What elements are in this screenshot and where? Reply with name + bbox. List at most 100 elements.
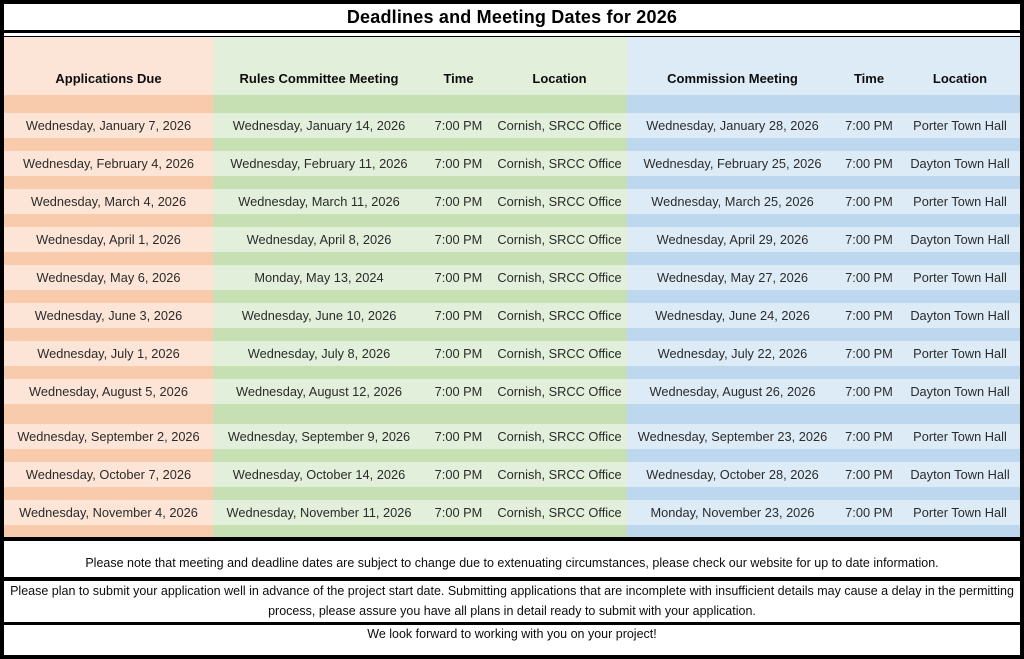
spacer-cell: [4, 138, 213, 151]
spacer-cell: [900, 95, 1020, 113]
spacer-cell: [4, 366, 213, 379]
spacer-cell: [900, 214, 1020, 227]
spacer-cell: [838, 138, 900, 151]
schedule-row-8: Wednesday, August 5, 2026 Wednesday, Augu…: [4, 379, 1020, 404]
cell-rules-location: Cornish, SRCC Office: [492, 189, 627, 214]
spacer-cell: [425, 214, 492, 227]
schedule-row-6: Wednesday, June 3, 2026 Wednesday, June 1…: [4, 303, 1020, 328]
spacer-cell: [838, 449, 900, 462]
column-header-time-5: Time: [838, 37, 900, 95]
cell-commission-time: 7:00 PM: [838, 462, 900, 487]
cell-rules-meeting: Wednesday, June 10, 2026: [213, 303, 425, 328]
cell-rules-time: 7:00 PM: [425, 189, 492, 214]
spacer-cell: [627, 487, 838, 500]
row-spacer: [4, 95, 1020, 113]
row-spacer: [4, 487, 1020, 500]
spacer-cell: [4, 487, 213, 500]
cell-rules-time: 7:00 PM: [425, 113, 492, 138]
schedule-row-2: Wednesday, February 4, 2026 Wednesday, Fe…: [4, 151, 1020, 176]
spacer-cell: [425, 252, 492, 265]
schedule-row-10: Wednesday, October 7, 2026 Wednesday, Oct…: [4, 462, 1020, 487]
spacer-cell: [627, 138, 838, 151]
column-header-location-6: Location: [900, 37, 1020, 95]
cell-rules-time: 7:00 PM: [425, 379, 492, 404]
cell-applications-due: Wednesday, August 5, 2026: [4, 379, 213, 404]
spacer-cell: [900, 404, 1020, 424]
spacer-cell: [838, 404, 900, 424]
spacer-cell: [4, 404, 213, 424]
spacer-cell: [425, 138, 492, 151]
row-spacer: [4, 176, 1020, 189]
spacer-cell: [492, 252, 627, 265]
cell-commission-location: Dayton Town Hall: [900, 227, 1020, 252]
schedule-body: Wednesday, January 7, 2026 Wednesday, Jan…: [4, 95, 1020, 537]
cell-commission-meeting: Wednesday, August 26, 2026: [627, 379, 838, 404]
page-title-text: Deadlines and Meeting Dates for 2026: [346, 6, 678, 27]
cell-commission-meeting: Wednesday, May 27, 2026: [627, 265, 838, 290]
spacer-cell: [425, 290, 492, 303]
cell-rules-time: 7:00 PM: [425, 462, 492, 487]
spacer-cell: [4, 214, 213, 227]
note-submit-early: Please plan to submit your application w…: [4, 577, 1020, 622]
spacer-cell: [4, 176, 213, 189]
cell-commission-location: Dayton Town Hall: [900, 303, 1020, 328]
cell-applications-due: Wednesday, September 2, 2026: [4, 424, 213, 449]
cell-applications-due: Wednesday, October 7, 2026: [4, 462, 213, 487]
spacer-cell: [213, 525, 425, 537]
cell-rules-meeting: Wednesday, July 8, 2026: [213, 341, 425, 366]
spacer-cell: [4, 290, 213, 303]
column-header-time-2: Time: [425, 37, 492, 95]
spacer-cell: [213, 95, 425, 113]
cell-rules-time: 7:00 PM: [425, 265, 492, 290]
cell-rules-location: Cornish, SRCC Office: [492, 265, 627, 290]
cell-commission-time: 7:00 PM: [838, 500, 900, 525]
note-subject-to-change-text: Please note that meeting and deadline da…: [85, 556, 939, 570]
row-spacer: [4, 138, 1020, 151]
spacer-cell: [900, 328, 1020, 341]
spacer-cell: [492, 404, 627, 424]
cell-rules-meeting: Wednesday, February 11, 2026: [213, 151, 425, 176]
spacer-cell: [838, 366, 900, 379]
row-spacer: [4, 404, 1020, 424]
spacer-cell: [425, 404, 492, 424]
cell-applications-due: Wednesday, November 4, 2026: [4, 500, 213, 525]
column-header-applications-due-0: Applications Due: [4, 37, 213, 95]
page-title: Deadlines and Meeting Dates for 2026: [4, 4, 1020, 33]
column-header-rules-committee-meeting-1: Rules Committee Meeting: [213, 37, 425, 95]
spacer-cell: [627, 525, 838, 537]
spacer-cell: [213, 449, 425, 462]
cell-rules-time: 7:00 PM: [425, 500, 492, 525]
cell-rules-location: Cornish, SRCC Office: [492, 151, 627, 176]
cell-rules-meeting: Wednesday, August 12, 2026: [213, 379, 425, 404]
spacer-cell: [213, 214, 425, 227]
cell-rules-location: Cornish, SRCC Office: [492, 379, 627, 404]
spacer-cell: [492, 214, 627, 227]
note-closing-text: We look forward to working with you on y…: [367, 626, 657, 641]
cell-commission-meeting: Wednesday, September 23, 2026: [627, 424, 838, 449]
spacer-cell: [838, 214, 900, 227]
spacer-cell: [838, 95, 900, 113]
cell-rules-meeting: Wednesday, March 11, 2026: [213, 189, 425, 214]
spacer-cell: [900, 366, 1020, 379]
spacer-cell: [838, 252, 900, 265]
cell-commission-location: Porter Town Hall: [900, 265, 1020, 290]
cell-rules-time: 7:00 PM: [425, 227, 492, 252]
spacer-cell: [838, 487, 900, 500]
spacer-cell: [4, 252, 213, 265]
spacer-cell: [492, 328, 627, 341]
spacer-cell: [4, 95, 213, 113]
cell-commission-time: 7:00 PM: [838, 189, 900, 214]
schedule-row-5: Wednesday, May 6, 2026 Monday, May 13, 20…: [4, 265, 1020, 290]
cell-commission-location: Dayton Town Hall: [900, 151, 1020, 176]
title-divider-line: [4, 36, 1020, 37]
cell-rules-meeting: Monday, May 13, 2024: [213, 265, 425, 290]
row-spacer: [4, 525, 1020, 537]
cell-applications-due: Wednesday, March 4, 2026: [4, 189, 213, 214]
spacer-cell: [213, 366, 425, 379]
cell-applications-due: Wednesday, February 4, 2026: [4, 151, 213, 176]
cell-applications-due: Wednesday, July 1, 2026: [4, 341, 213, 366]
spacer-cell: [492, 525, 627, 537]
spacer-cell: [838, 176, 900, 189]
spacer-cell: [900, 252, 1020, 265]
